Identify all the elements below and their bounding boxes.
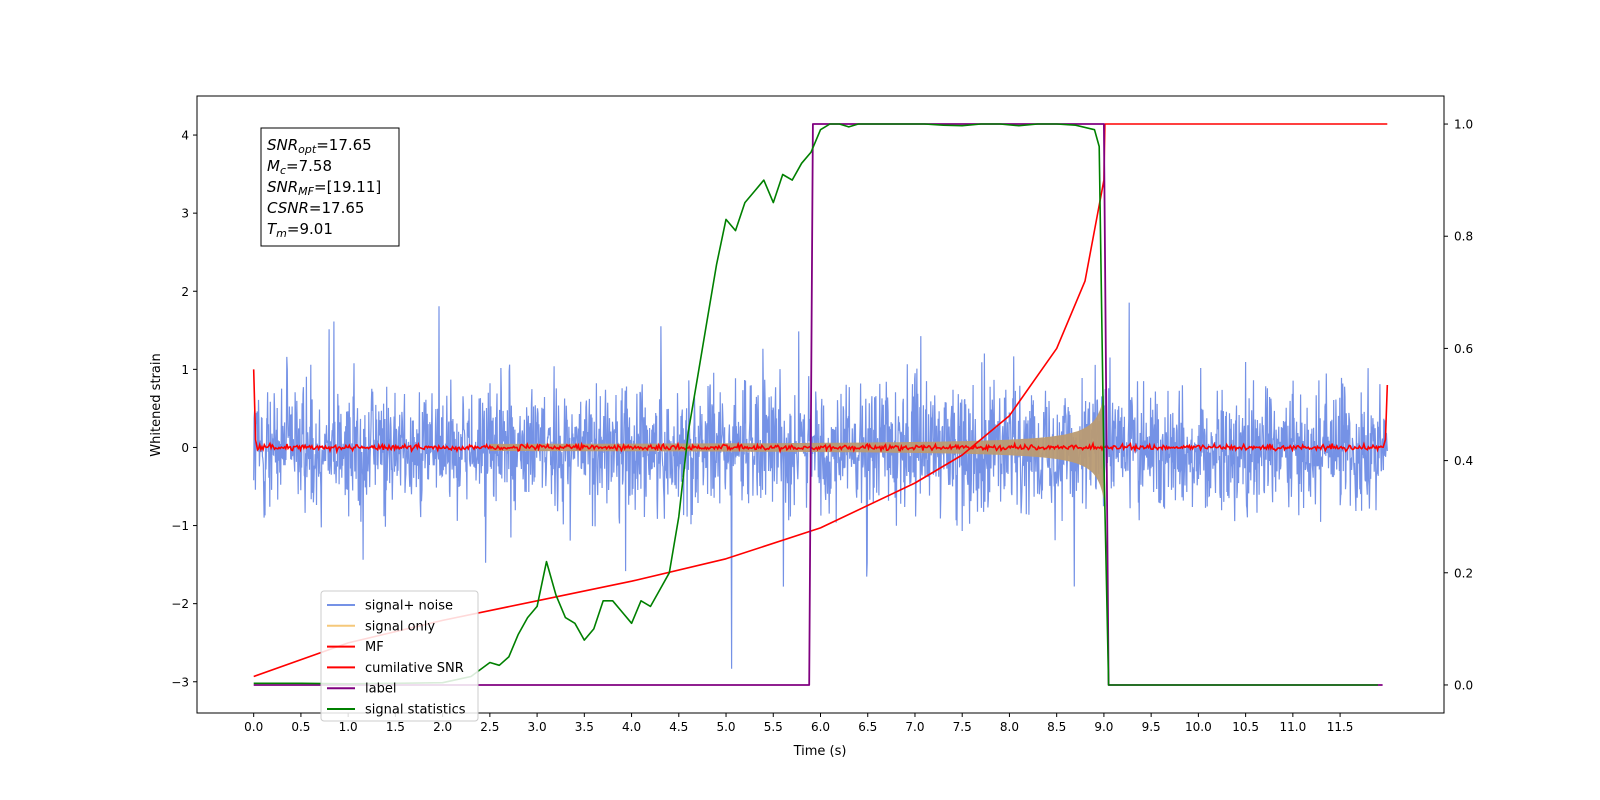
x-tick-label: 3.0 — [528, 720, 547, 734]
x-axis: 0.0 0.5 1.0 1.5 2.0 2.5 3.0 3.5 4.0 4.5 5.0 5.5 6.0 6… — [244, 713, 1353, 734]
y-tick-label: 1 — [181, 363, 189, 377]
annotation-line: SNRMF=[19.11] — [267, 178, 381, 198]
x-tick-label: 11.5 — [1327, 720, 1354, 734]
annotation-frame — [260, 127, 400, 247]
y2-tick-label: 0.0 — [1454, 678, 1473, 692]
annotation-line: CSNR=17.65 — [267, 199, 364, 217]
y-axis-right: 0.0 0.2 0.4 0.6 0.8 1.0 — [1444, 118, 1473, 692]
x-tick-label: 2.0 — [433, 720, 452, 734]
legend-label: signal statistics — [365, 703, 466, 718]
x-tick-label: 11.0 — [1279, 720, 1306, 734]
x-tick-label: 4.5 — [669, 720, 688, 734]
x-tick-label: 5.0 — [716, 720, 735, 734]
y-tick-label: 4 — [181, 129, 189, 143]
x-tick-label: 5.5 — [764, 720, 783, 734]
x-tick-label: 4.0 — [622, 720, 641, 734]
y2-tick-label: 0.6 — [1454, 342, 1473, 356]
y-tick-label: 0 — [181, 441, 189, 455]
x-tick-label: 6.0 — [811, 720, 830, 734]
x-tick-label: 6.5 — [858, 720, 877, 734]
legend-label: signal+ noise — [365, 599, 453, 614]
annotation-line: Tm=9.01 — [267, 220, 333, 240]
y-axis-label: Whitened strain — [149, 353, 164, 456]
legend-frame — [320, 590, 479, 722]
x-tick-label: 7.5 — [953, 720, 972, 734]
x-tick-label: 1.5 — [386, 720, 405, 734]
legend-label: MF — [365, 640, 384, 655]
annotation-box: SNRopt=17.65Mc=7.58SNRMF=[19.11]CSNR=17.… — [260, 127, 400, 247]
x-tick-label: 0.5 — [291, 720, 310, 734]
series-signal-statistics — [253, 123, 1378, 686]
y2-tick-label: 0.4 — [1454, 454, 1473, 468]
x-tick-label: 9.5 — [1142, 720, 1161, 734]
x-tick-label: 7.0 — [905, 720, 924, 734]
legend: signal+ noise signal only MF cumilative SNR… — [320, 590, 479, 722]
y2-tick-label: 0.2 — [1454, 566, 1473, 580]
legend-label: signal only — [365, 619, 435, 634]
y-axis-left: −3 −2 −1 0 1 2 3 4 — [171, 129, 197, 689]
y2-tick-label: 0.8 — [1454, 230, 1473, 244]
y-tick-label: 2 — [181, 285, 189, 299]
series-mf — [252, 369, 1389, 455]
annotation-line: SNRopt=17.65 — [267, 136, 372, 156]
y-tick-label: −3 — [171, 675, 189, 689]
x-tick-label: 8.5 — [1047, 720, 1066, 734]
legend-label: cumilative SNR — [365, 661, 464, 676]
x-tick-label: 0.0 — [244, 720, 263, 734]
annotation-line: Mc=7.58 — [267, 157, 332, 177]
x-tick-label: 8.0 — [1000, 720, 1019, 734]
series-signal-only — [489, 395, 1104, 500]
y-tick-label: 3 — [181, 207, 189, 221]
x-tick-label: 3.5 — [575, 720, 594, 734]
legend-label: label — [365, 682, 396, 697]
y2-tick-label: 1.0 — [1454, 118, 1473, 132]
x-tick-label: 9.0 — [1094, 720, 1113, 734]
x-tick-label: 10.5 — [1232, 720, 1259, 734]
x-tick-label: 10.0 — [1185, 720, 1212, 734]
y-tick-label: −1 — [171, 519, 189, 533]
x-axis-label: Time (s) — [793, 744, 847, 759]
x-tick-label: 1.0 — [339, 720, 358, 734]
series-signal-noise — [253, 302, 1388, 669]
y-tick-label: −2 — [171, 597, 189, 611]
x-tick-label: 2.5 — [480, 720, 499, 734]
